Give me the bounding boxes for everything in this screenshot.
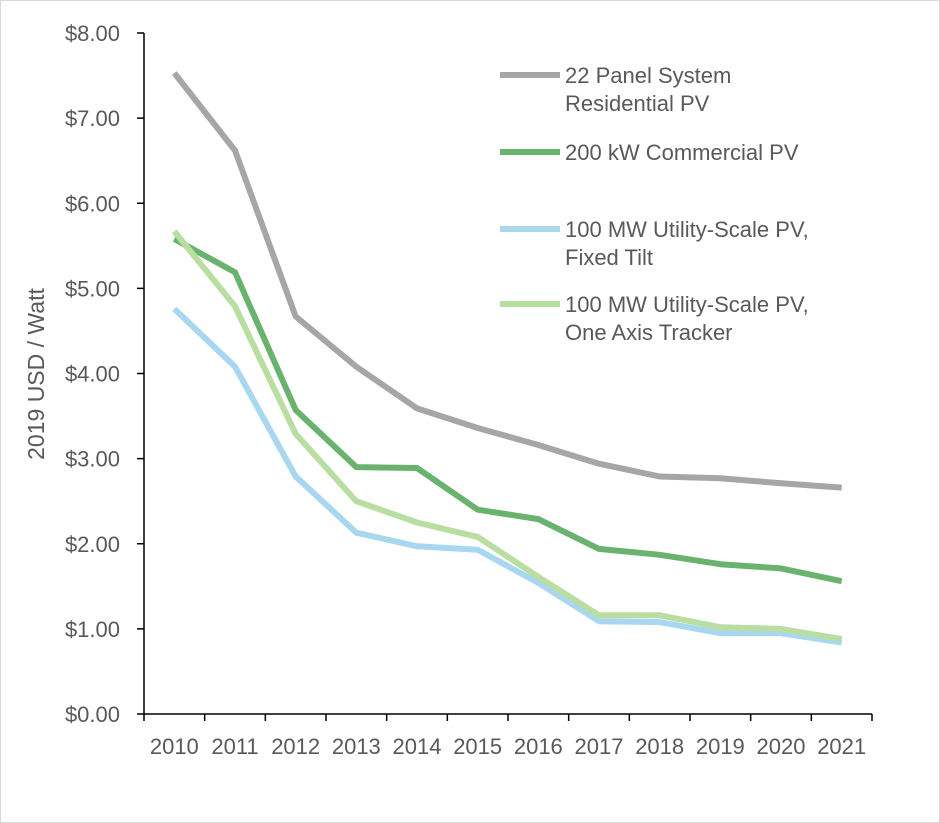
legend-label-3-line-1: 100 MW Utility-Scale PV, [565, 217, 809, 242]
legend-label-1-line-1: 22 Panel System [565, 63, 731, 88]
x-tick-label: 2014 [393, 734, 442, 759]
x-tick-label: 2013 [332, 734, 381, 759]
series-lines [171, 71, 843, 646]
legend: 22 Panel System Residential PV 200 kW Comm… [500, 63, 809, 345]
x-tick-label: 2015 [453, 734, 502, 759]
y-axis-title: 2019 USD / Watt [23, 288, 49, 460]
legend-label-4-line-2: One Axis Tracker [565, 320, 733, 345]
y-tick-label: $3.00 [65, 447, 120, 472]
y-axis-ticks: $0.00 $1.00 $2.00 $3.00 $4.00 $5.00 $6.00 $7.00… [65, 21, 144, 727]
series-line-2 [172, 236, 843, 585]
x-tick-label: 2021 [817, 734, 866, 759]
x-tick-label: 2016 [514, 734, 563, 759]
legend-label-1-line-2: Residential PV [565, 91, 710, 116]
legend-label-2-line-1: 200 kW Commercial PV [565, 140, 799, 165]
y-tick-label: $2.00 [65, 532, 120, 557]
y-tick-label: $0.00 [65, 702, 120, 727]
x-tick-label: 2011 [211, 734, 258, 759]
y-tick-label: $6.00 [65, 191, 120, 216]
x-tick-label: 2018 [635, 734, 684, 759]
x-tick-label: 2017 [575, 734, 624, 759]
legend-label-4-line-1: 100 MW Utility-Scale PV, [565, 292, 809, 317]
series-line-4 [171, 229, 843, 643]
series-line-1 [171, 71, 842, 491]
x-tick-label: 2019 [696, 734, 745, 759]
axes [143, 33, 872, 715]
y-tick-label: $5.00 [65, 276, 120, 301]
x-tick-label: 2012 [271, 734, 320, 759]
series-line-3 [172, 306, 843, 646]
y-tick-label: $1.00 [65, 617, 120, 642]
y-tick-label: $8.00 [65, 21, 120, 46]
legend-label-3-line-2: Fixed Tilt [565, 245, 653, 270]
y-tick-label: $7.00 [65, 106, 120, 131]
x-tick-label: 2010 [150, 734, 199, 759]
x-axis-ticks: 2010 2011 2012 2013 2014 2015 2016 2017 2018 2019… [143, 714, 873, 759]
x-tick-label: 2020 [757, 734, 806, 759]
y-tick-label: $4.00 [65, 362, 120, 387]
